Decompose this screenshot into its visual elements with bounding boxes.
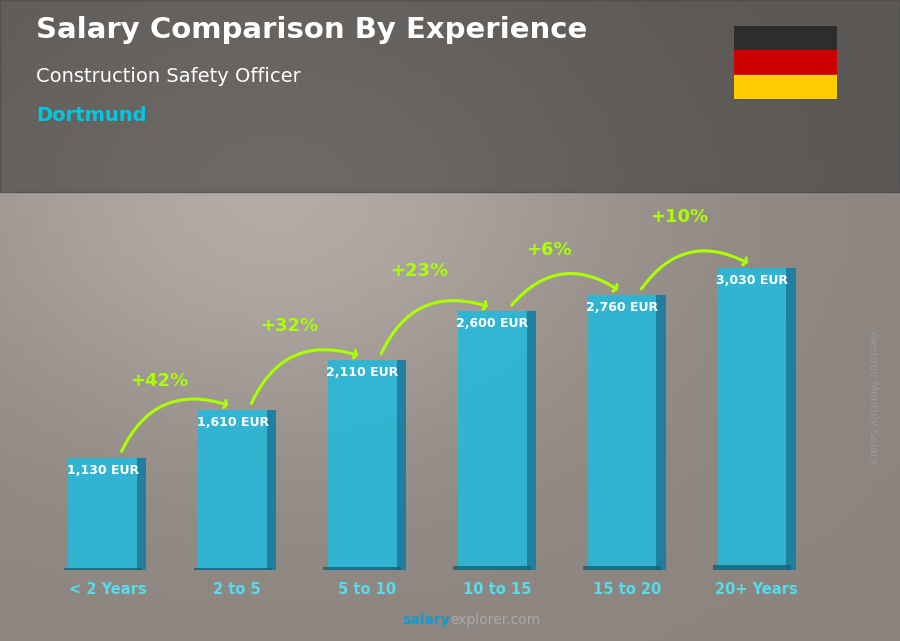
- Text: 1,610 EUR: 1,610 EUR: [196, 416, 268, 429]
- Bar: [397, 360, 406, 570]
- Bar: [526, 312, 536, 570]
- Bar: [787, 269, 796, 570]
- Bar: [266, 410, 276, 570]
- Bar: [64, 569, 141, 570]
- Bar: [0, 0, 900, 192]
- Bar: [68, 458, 137, 570]
- Bar: [198, 410, 266, 570]
- Bar: [454, 566, 531, 570]
- Text: Salary Comparison By Experience: Salary Comparison By Experience: [36, 16, 587, 44]
- Text: explorer.com: explorer.com: [450, 613, 540, 627]
- Text: 2,760 EUR: 2,760 EUR: [586, 301, 658, 314]
- Bar: [583, 565, 661, 570]
- Text: +23%: +23%: [390, 262, 448, 280]
- Text: 2,110 EUR: 2,110 EUR: [327, 366, 399, 379]
- Bar: [458, 312, 526, 570]
- Bar: [734, 75, 837, 99]
- Text: 1,130 EUR: 1,130 EUR: [67, 464, 139, 477]
- Bar: [588, 296, 656, 570]
- Text: 2,600 EUR: 2,600 EUR: [456, 317, 528, 330]
- Bar: [194, 567, 272, 570]
- Bar: [734, 50, 837, 75]
- Bar: [323, 567, 401, 570]
- Text: Dortmund: Dortmund: [36, 106, 147, 125]
- Text: +10%: +10%: [650, 208, 707, 226]
- Text: +32%: +32%: [260, 317, 319, 335]
- Text: 3,030 EUR: 3,030 EUR: [716, 274, 788, 287]
- Text: Construction Safety Officer: Construction Safety Officer: [36, 67, 301, 87]
- Text: +42%: +42%: [130, 372, 188, 390]
- Text: salary: salary: [402, 613, 450, 627]
- Bar: [717, 269, 787, 570]
- Text: Average Monthly Salary: Average Monthly Salary: [868, 331, 878, 464]
- Bar: [656, 296, 666, 570]
- Bar: [328, 360, 397, 570]
- Bar: [137, 458, 147, 570]
- Bar: [713, 565, 791, 570]
- Bar: [734, 26, 837, 50]
- Text: +6%: +6%: [526, 241, 572, 259]
